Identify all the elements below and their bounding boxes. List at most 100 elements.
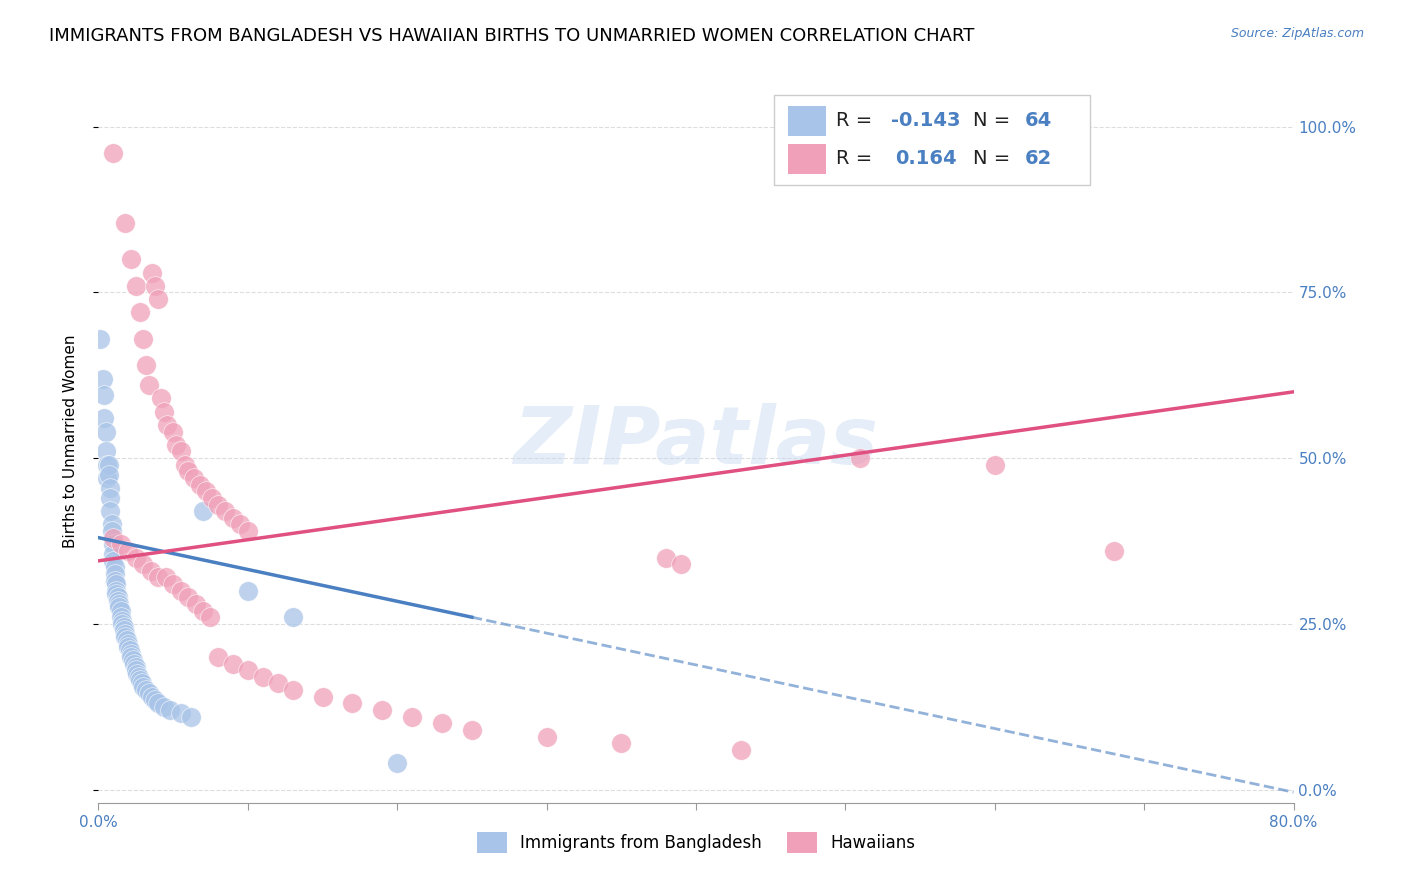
Point: [125, 278, 148, 293]
Point: [143, 693, 166, 707]
Point: [195, 484, 218, 499]
Point: [159, 703, 181, 717]
Point: [104, 574, 127, 588]
Point: [104, 567, 127, 582]
Point: [110, 603, 132, 617]
Point: [188, 477, 211, 491]
Point: [129, 305, 152, 319]
Point: [229, 517, 252, 532]
Point: [222, 657, 245, 671]
FancyBboxPatch shape: [787, 144, 827, 174]
Point: [236, 663, 259, 677]
Point: [156, 417, 179, 432]
Point: [184, 597, 207, 611]
Point: [135, 359, 157, 373]
Point: [183, 471, 205, 485]
Point: [207, 498, 229, 512]
Point: [124, 657, 146, 671]
Point: [177, 464, 200, 478]
Point: [97, 458, 120, 472]
Point: [103, 531, 125, 545]
Point: [191, 603, 214, 617]
Point: [103, 554, 125, 568]
Point: [430, 716, 453, 731]
Point: [132, 680, 155, 694]
Point: [342, 697, 364, 711]
Text: N =: N =: [973, 111, 1017, 129]
Point: [141, 690, 163, 704]
Point: [107, 593, 129, 607]
Point: [162, 425, 184, 439]
Text: IMMIGRANTS FROM BANGLADESH VS HAWAIIAN BIRTHS TO UNMARRIED WOMEN CORRELATION CHA: IMMIGRANTS FROM BANGLADESH VS HAWAIIAN B…: [49, 27, 974, 45]
Point: [129, 673, 152, 688]
Text: N =: N =: [973, 149, 1017, 168]
Point: [112, 624, 135, 638]
Point: [103, 537, 125, 551]
Point: [94, 425, 117, 439]
Point: [138, 686, 160, 700]
Point: [214, 504, 236, 518]
Point: [96, 458, 118, 472]
Point: [93, 411, 115, 425]
Point: [169, 706, 191, 721]
Point: [281, 683, 304, 698]
Point: [536, 730, 558, 744]
Point: [984, 458, 1007, 472]
Point: [132, 332, 155, 346]
Point: [401, 709, 423, 723]
Point: [148, 570, 170, 584]
Point: [125, 660, 148, 674]
Point: [125, 550, 148, 565]
Point: [155, 570, 177, 584]
Text: R =: R =: [835, 111, 879, 129]
Point: [98, 504, 122, 518]
Point: [610, 736, 633, 750]
Point: [655, 550, 678, 565]
Point: [114, 630, 136, 644]
Point: [107, 591, 129, 605]
Point: [108, 597, 131, 611]
Point: [101, 524, 124, 538]
Point: [120, 252, 142, 267]
Text: 0.164: 0.164: [896, 149, 957, 168]
Point: [111, 614, 134, 628]
Point: [103, 547, 125, 561]
Point: [148, 697, 170, 711]
Text: -0.143: -0.143: [891, 111, 960, 129]
FancyBboxPatch shape: [773, 95, 1091, 185]
Point: [1104, 544, 1126, 558]
Point: [103, 146, 125, 161]
Point: [141, 266, 163, 280]
Point: [104, 560, 127, 574]
Point: [311, 690, 333, 704]
Point: [177, 591, 200, 605]
Point: [201, 491, 224, 505]
Point: [222, 510, 245, 524]
Text: 62: 62: [1025, 149, 1052, 168]
Point: [114, 627, 136, 641]
Point: [121, 653, 143, 667]
Point: [132, 557, 155, 571]
Point: [200, 610, 222, 624]
Point: [108, 600, 131, 615]
Point: [730, 743, 752, 757]
Point: [120, 650, 142, 665]
Point: [153, 405, 176, 419]
Point: [128, 670, 150, 684]
Point: [143, 278, 166, 293]
Point: [114, 216, 136, 230]
Point: [105, 583, 128, 598]
Point: [125, 663, 148, 677]
Point: [135, 683, 157, 698]
Point: [371, 703, 394, 717]
Point: [169, 444, 191, 458]
Point: [281, 610, 304, 624]
Point: [191, 504, 214, 518]
Text: 64: 64: [1025, 111, 1052, 129]
Point: [169, 583, 191, 598]
Point: [94, 444, 117, 458]
Point: [162, 577, 184, 591]
Point: [236, 583, 259, 598]
Point: [267, 676, 290, 690]
Point: [112, 620, 135, 634]
